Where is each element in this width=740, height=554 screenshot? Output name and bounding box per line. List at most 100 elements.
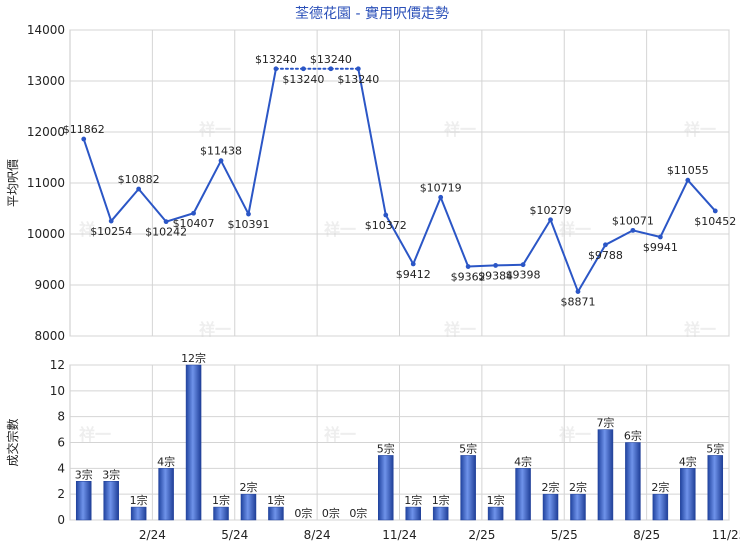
data-label: $13240 [310, 53, 352, 66]
series-line-segment [631, 229, 662, 239]
series-line-segment [659, 179, 689, 239]
series-line-segment [604, 229, 634, 246]
bar-label: 2宗 [239, 480, 257, 494]
series-line-segment [439, 196, 470, 268]
data-label: $10254 [90, 225, 132, 238]
bar-label: 3宗 [75, 467, 93, 481]
bar-label: 2宗 [569, 480, 587, 494]
data-label: $10242 [145, 226, 187, 239]
data-point [438, 194, 444, 200]
data-label: $10452 [694, 215, 736, 228]
bar-label: 1宗 [432, 493, 450, 507]
bar-label: 4宗 [514, 454, 532, 468]
x-tick-label: 2/24 [139, 528, 166, 542]
y-axis-title: 平均呎價 [6, 159, 20, 207]
watermark-text: 祥一 [444, 120, 476, 139]
bar-label: 4宗 [157, 454, 175, 468]
watermark-text: 祥一 [324, 425, 356, 444]
bar [487, 506, 504, 521]
data-label: $13240 [255, 53, 297, 66]
y-tick-label: 9000 [34, 278, 65, 292]
watermark-text: 祥一 [79, 425, 111, 444]
data-point [355, 66, 361, 72]
bar [103, 481, 119, 521]
data-point [685, 177, 691, 183]
data-label: $10071 [612, 214, 654, 227]
data-point [218, 158, 224, 164]
data-point [657, 234, 663, 240]
series-line-segment [467, 264, 497, 268]
bar [652, 493, 669, 521]
data-label: $9384 [478, 269, 513, 282]
data-point [493, 263, 499, 268]
y-tick-label: 2 [57, 487, 65, 501]
x-tick-label: 5/25 [551, 528, 578, 542]
series-line-segment [576, 243, 607, 293]
bar [213, 506, 229, 521]
bar [707, 455, 724, 521]
bar-label: 0宗 [349, 506, 367, 520]
bar-label: 4宗 [679, 454, 697, 468]
x-tick-label: 2/25 [468, 528, 495, 542]
series-line-segment [412, 196, 442, 265]
watermark-text: 祥一 [199, 320, 231, 339]
bar-label: 3宗 [102, 467, 120, 481]
data-label: $13240 [282, 73, 324, 86]
bar [570, 493, 586, 521]
bar [185, 364, 202, 521]
y-tick-label: 8 [57, 410, 65, 424]
chart-title: 荃德花園 - 實用呎價走勢 [295, 5, 449, 22]
data-point [273, 66, 279, 72]
bar-label: 7宗 [596, 416, 614, 430]
data-label: $9941 [643, 241, 678, 254]
data-point [191, 210, 196, 216]
bar [515, 468, 531, 521]
watermark-text: 祥一 [684, 120, 716, 139]
bar-label: 2宗 [542, 480, 560, 494]
bar-label: 5宗 [459, 441, 477, 455]
data-point [328, 66, 334, 72]
bar [158, 468, 174, 521]
x-tick-label: 8/24 [304, 528, 331, 542]
x-tick-label: 5/24 [221, 528, 248, 542]
bar-label: 5宗 [377, 441, 395, 455]
transactions-bar-chart: 0 2 4 6 8 10 12 成交宗數 3宗 3宗 1宗 4宗 12宗 1宗 2宗 1宗 0宗 0宗 0宗 5宗 1宗… [5, 351, 740, 542]
data-label: $11438 [200, 145, 242, 158]
series-line-segment [522, 218, 552, 266]
bar-label: 12宗 [181, 351, 206, 365]
data-label: $9788 [588, 249, 623, 262]
data-point [136, 186, 142, 192]
data-label: $10391 [227, 218, 269, 231]
bar [268, 506, 284, 521]
series-line-segment [192, 159, 223, 215]
data-label: $10407 [173, 217, 215, 230]
data-label: $11055 [667, 164, 709, 177]
series-line-segment [220, 159, 250, 216]
x-tick-label: 8/25 [633, 528, 660, 542]
data-point [81, 136, 87, 142]
bar-label: 6宗 [624, 429, 642, 443]
watermark-text: 祥一 [199, 120, 231, 139]
data-point [603, 242, 608, 248]
watermark-text: 祥一 [684, 320, 716, 339]
series-line-segment [549, 218, 579, 293]
bar-label: 1宗 [267, 493, 285, 507]
bar-label: 2宗 [651, 480, 669, 494]
data-point [108, 218, 114, 224]
watermark-text: 祥一 [324, 220, 356, 239]
price-line-chart: 8000 9000 10000 11000 12000 13000 14000 平均呎價 $11… [6, 23, 736, 343]
series-line-segment [384, 214, 415, 265]
bar [75, 481, 92, 521]
series-line-segment [137, 188, 168, 223]
series-line-segment [357, 67, 387, 217]
watermark-text: 祥一 [444, 320, 476, 339]
series-line-segment [82, 138, 113, 223]
data-point [163, 219, 169, 225]
data-point [575, 289, 581, 294]
x-tick-label: 11/24 [382, 528, 417, 542]
bar [378, 455, 394, 521]
data-label: $9362 [451, 271, 486, 284]
data-label: $11862 [63, 123, 105, 136]
